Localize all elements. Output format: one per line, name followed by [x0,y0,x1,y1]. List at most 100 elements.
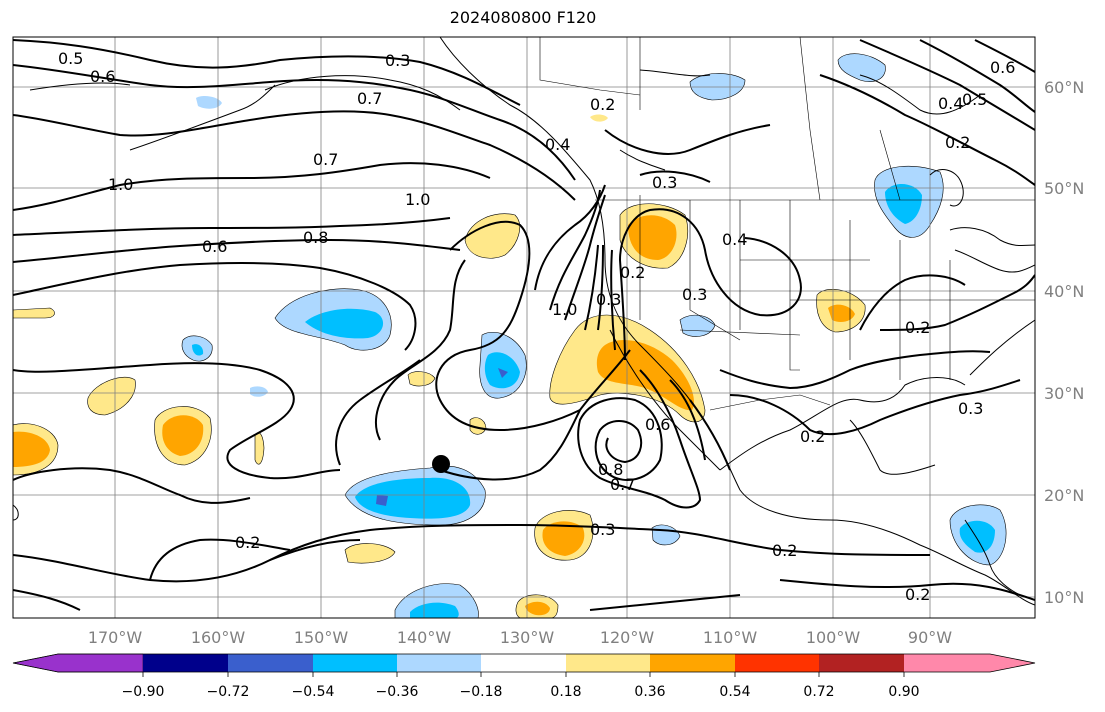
positive-anomaly-area [162,415,204,456]
negative-anomaly-area [376,495,388,506]
contour-label: 0.2 [905,585,930,604]
lon-label: 150°W [294,628,349,647]
colorbar-segment [566,654,650,672]
colorbar-segment [904,654,1035,672]
contour-label: 0.2 [235,533,260,552]
map-frame [12,36,1036,619]
positive-anomaly-area [525,601,550,616]
positive-anomaly-area [590,114,608,122]
contour-label: 0.5 [58,49,83,68]
lat-label: 40°N [1044,282,1084,301]
negative-anomaly-area [250,386,268,397]
colorbar-tick-label: −0.72 [207,684,250,700]
positive-anomaly-area [828,304,855,322]
positive-anomaly-area [13,307,55,319]
negative-anomaly-area [959,520,995,553]
colorbar-tick-label: 0.36 [634,684,665,700]
colorbar-segment [143,654,228,672]
colorbar-segment [819,654,904,672]
colorbar-segment [12,653,144,673]
colorbar-segment [481,654,566,672]
contour-label: 0.3 [652,173,677,192]
lon-label: 90°W [908,628,952,647]
lon-label: 140°W [397,628,452,647]
map-title: 2024080800 F120 [449,8,597,27]
negative-anomaly-area [837,53,886,82]
shaded-anomalies [13,53,1007,618]
colorbar-segment [397,654,481,672]
colorbar-tick-label: 0.72 [803,684,834,700]
contour-label: 0.3 [682,285,707,304]
positive-anomaly-area [469,417,487,435]
contour-label: 0.5 [962,90,987,109]
negative-anomaly-area [885,184,922,224]
contour-label-group: 0.5 0.6 0.3 0.7 0.2 0.4 0.5 0.4 0.2 0.6 … [58,49,1015,604]
contour-label: 0.3 [590,520,615,539]
lon-label: 160°W [191,628,246,647]
positive-anomaly-area [87,376,136,416]
graticule [13,37,1035,618]
contour-label: 0.8 [303,228,328,247]
contour-label: 0.7 [313,150,338,169]
colorbar-segment [228,654,313,672]
positive-anomaly-area [542,521,585,556]
lat-label: 30°N [1044,384,1084,403]
contour-label: 0.6 [990,58,1015,77]
lon-label: 110°W [703,628,758,647]
contour-label: 0.3 [958,399,983,418]
colorbar-tick-label: −0.18 [460,684,503,700]
contour-label: 0.2 [945,133,970,152]
negative-anomaly-area [196,95,222,109]
contour-lines [13,39,1035,611]
storm-center-dot [432,455,450,473]
contour-label: 1.0 [405,190,430,209]
negative-anomaly-area [305,308,384,339]
latitude-labels: 60°N 50°N 40°N 30°N 20°N 10°N [1044,78,1084,607]
colorbar-segment [735,654,819,672]
contour-label: 0.2 [620,263,645,282]
colorbar-tick-label: −0.90 [122,684,165,700]
lat-label: 50°N [1044,179,1084,198]
contour-label: 0.2 [800,427,825,446]
lon-label: 170°W [88,628,143,647]
contour-label: 0.8 [598,460,623,479]
contour-label: 0.6 [90,67,115,86]
contour-label: 0.7 [610,475,635,494]
contour-label: 0.2 [590,95,615,114]
positive-anomaly-area [464,213,520,259]
colorbar-segment [313,654,397,672]
negative-anomaly-area [355,477,471,519]
contour-label: 0.4 [545,135,570,154]
colorbar: −0.90 −0.72 −0.54 −0.36 −0.18 0.18 0.36 … [12,653,1036,700]
map-area: 0.5 0.6 0.3 0.7 0.2 0.4 0.5 0.4 0.2 0.6 … [13,37,1035,618]
colorbar-tick-label: 0.54 [719,684,750,700]
contour-label: 0.4 [938,94,963,113]
negative-anomaly-area [498,368,508,378]
positive-anomaly-area [407,371,436,387]
colorbar-tick-label: 0.90 [888,684,919,700]
colorbar-segment [650,654,735,672]
contour-label: 0.2 [772,541,797,560]
lat-label: 20°N [1044,486,1084,505]
lon-label: 100°W [806,628,861,647]
colorbar-tick-label: −0.36 [376,684,419,700]
negative-anomaly-area [410,602,459,618]
colorbar-tick-label: 0.18 [550,684,581,700]
contour-label: 0.2 [905,318,930,337]
contour-label: 0.3 [385,51,410,70]
contour-label: 0.7 [357,89,382,108]
lon-label: 130°W [500,628,555,647]
contour-label: 0.4 [722,230,747,249]
contour-label: 0.6 [202,237,227,256]
lon-label: 120°W [600,628,655,647]
positive-anomaly-area [13,431,50,467]
contour-label: 0.3 [596,290,621,309]
colorbar-tick-label: −0.54 [292,684,335,700]
contour-label: 1.0 [552,300,577,319]
lat-label: 10°N [1044,588,1084,607]
lat-label: 60°N [1044,78,1084,97]
positive-anomaly-area [344,543,396,564]
negative-anomaly-area [192,344,204,356]
contour-label: 1.0 [108,175,133,194]
